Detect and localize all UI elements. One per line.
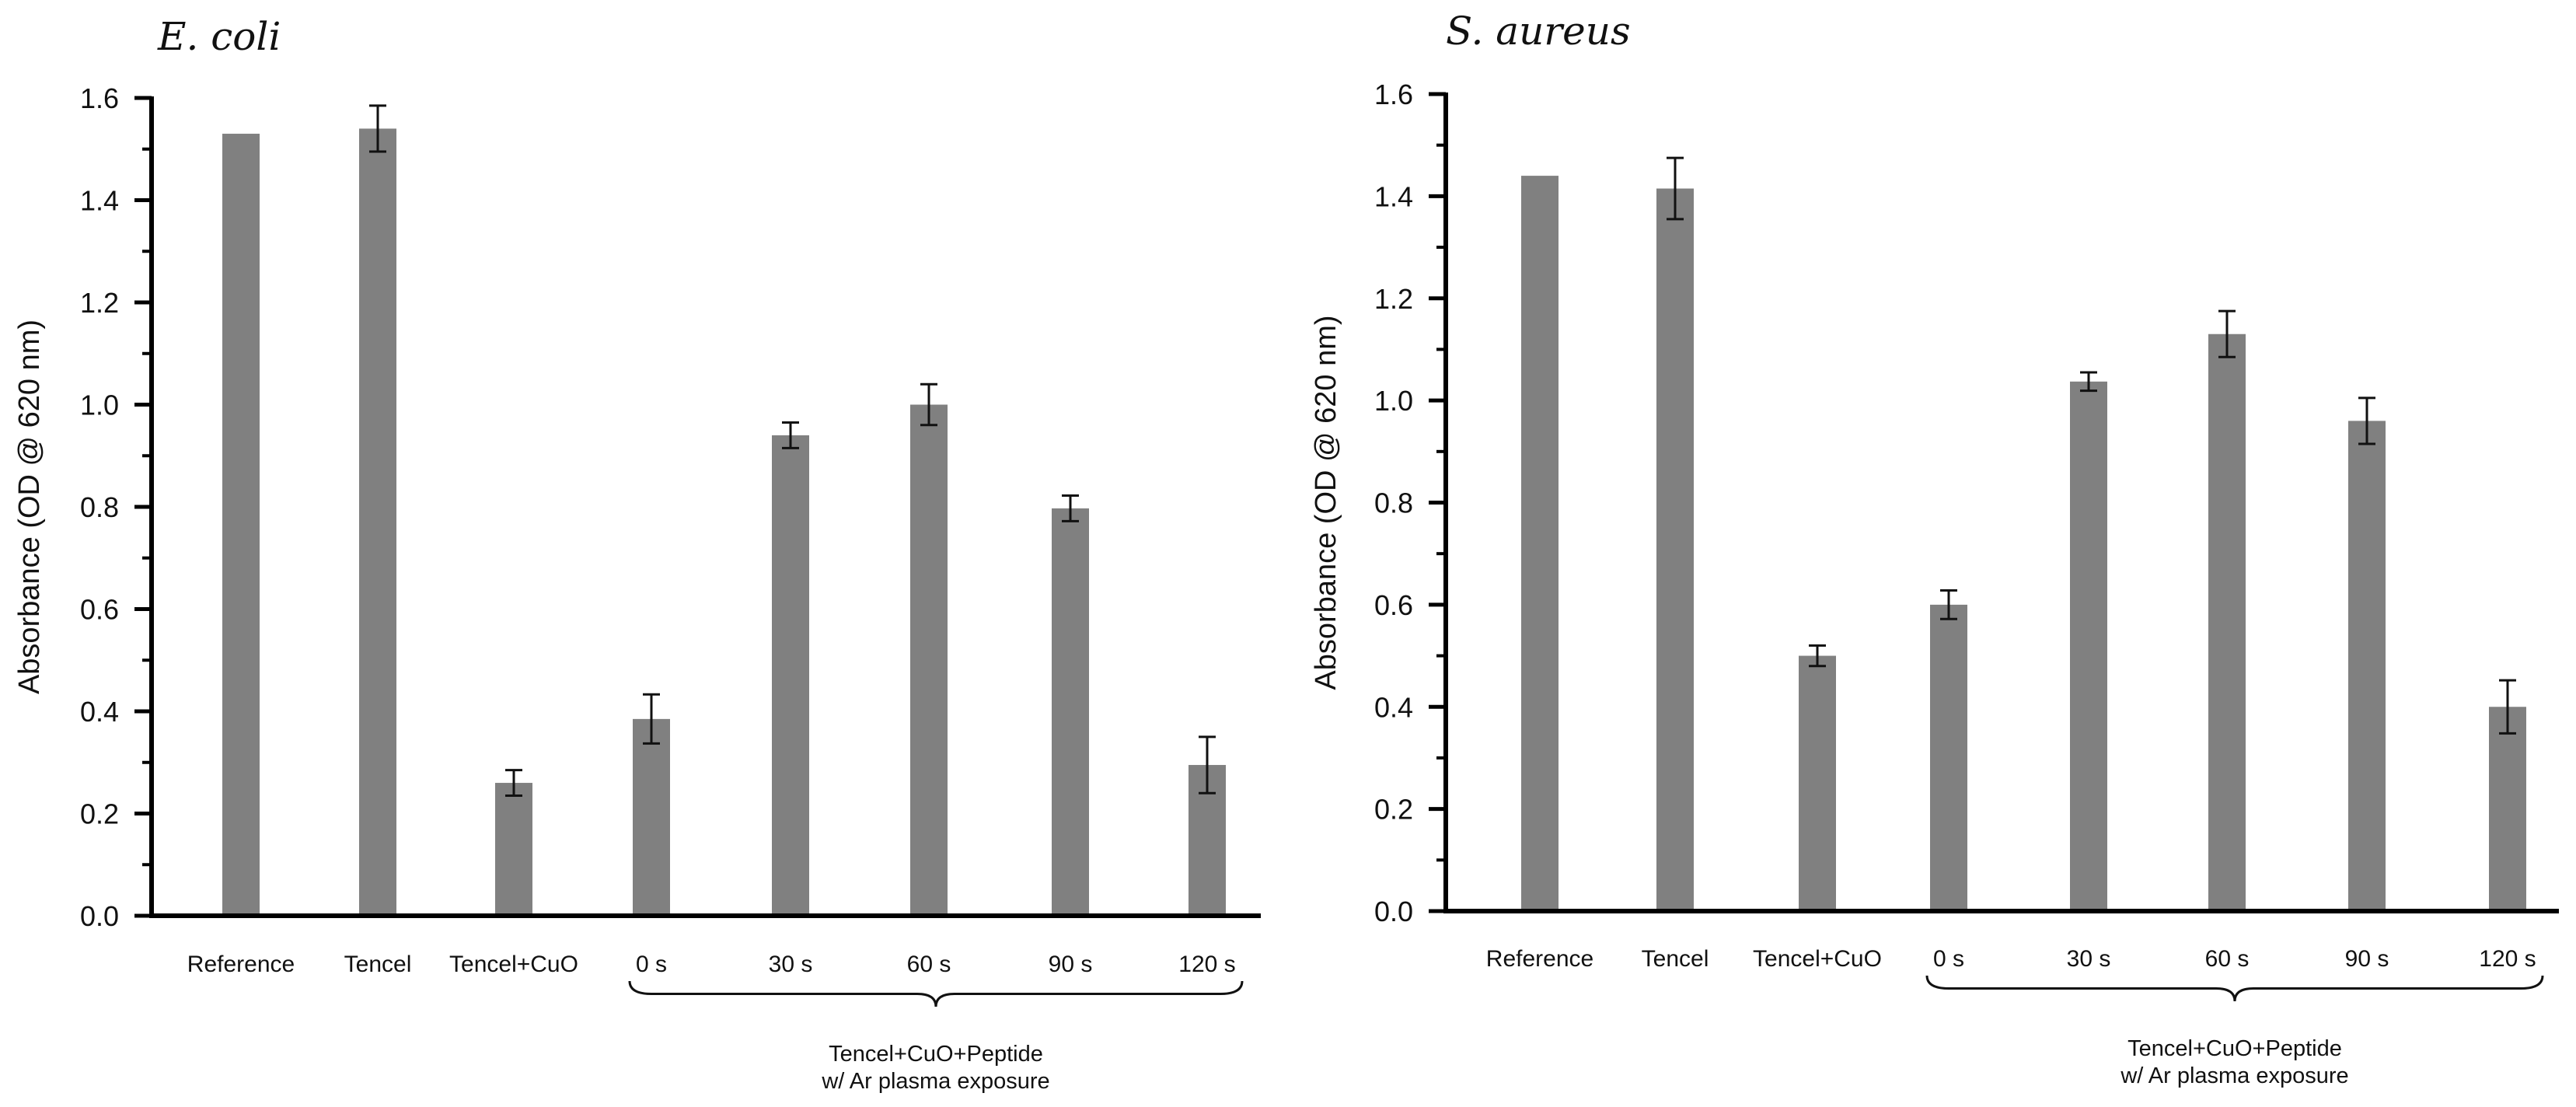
y-tick-label: 1.4 bbox=[80, 185, 119, 217]
y-tick-label: 0.8 bbox=[80, 491, 119, 523]
y-tick-label: 1.2 bbox=[80, 287, 119, 319]
y-tick-label: 0.2 bbox=[80, 798, 119, 830]
bar-6 bbox=[910, 404, 948, 916]
y-tick-label: 1.0 bbox=[1374, 385, 1413, 417]
x-category-label: 60 s bbox=[2205, 946, 2250, 972]
bar-1 bbox=[222, 134, 260, 916]
chart-title: E. coli bbox=[157, 14, 281, 59]
chart-title: S. aureus bbox=[1446, 9, 1631, 54]
y-tick-label: 0.4 bbox=[80, 696, 119, 728]
y-axis-title: Absorbance (OD @ 620 nm) bbox=[13, 320, 46, 694]
y-tick-label: 0.4 bbox=[1374, 691, 1413, 723]
y-tick-label: 0.6 bbox=[80, 594, 119, 626]
chart-panel-1: E. coli Absorbance (OD @ 620 nm) 0.0 0.2 0.4… bbox=[13, 14, 1261, 1094]
y-axis-title: Absorbance (OD @ 620 nm) bbox=[1310, 315, 1342, 690]
bar-4 bbox=[1930, 604, 1967, 911]
x-category-label: 30 s bbox=[2067, 946, 2111, 972]
group-label-line2: w/ Ar plasma exposure bbox=[821, 1069, 1049, 1094]
x-category-label: 0 s bbox=[636, 952, 667, 977]
x-category-label: 0 s bbox=[1933, 946, 1964, 972]
x-category-label: Reference bbox=[187, 952, 295, 977]
group-bracket bbox=[628, 980, 1244, 1007]
x-category-label: 30 s bbox=[769, 952, 813, 977]
bar-7 bbox=[2348, 421, 2386, 911]
group-bracket bbox=[1925, 975, 2544, 1002]
x-category-label: Tencel bbox=[1642, 946, 1709, 972]
bar-8 bbox=[2489, 707, 2526, 911]
bar-2 bbox=[359, 128, 396, 916]
bar-4 bbox=[633, 718, 670, 916]
y-tick-label: 0.0 bbox=[80, 900, 119, 932]
x-category-label: Tencel+CuO bbox=[1753, 946, 1882, 972]
group-label-line1: Tencel+CuO+Peptide bbox=[829, 1042, 1043, 1067]
bar-3 bbox=[1799, 655, 1836, 911]
bar-5 bbox=[2070, 381, 2107, 911]
y-tick-label: 0.8 bbox=[1374, 487, 1413, 519]
y-tick-label: 0.6 bbox=[1374, 589, 1413, 621]
y-tick-label: 1.0 bbox=[80, 389, 119, 421]
bar-3 bbox=[495, 783, 532, 916]
chart-panel-2: S. aureus Absorbance (OD @ 620 nm) 0.0 0.2 0… bbox=[1310, 9, 2559, 1088]
y-tick-label: 1.6 bbox=[1374, 79, 1413, 110]
group-label-line1: Tencel+CuO+Peptide bbox=[2127, 1036, 2342, 1061]
x-category-label: 120 s bbox=[2479, 946, 2536, 972]
x-category-label: Tencel bbox=[344, 952, 412, 977]
bar-2 bbox=[1656, 188, 1694, 912]
bar-1 bbox=[1521, 176, 1559, 912]
y-tick-label: 1.2 bbox=[1374, 283, 1413, 315]
x-category-label: 60 s bbox=[907, 952, 951, 977]
group-label-line2: w/ Ar plasma exposure bbox=[2120, 1063, 2348, 1088]
bar-5 bbox=[772, 435, 809, 916]
x-category-label: 90 s bbox=[2345, 946, 2389, 972]
y-tick-label: 1.6 bbox=[80, 82, 119, 114]
x-category-label: Reference bbox=[1486, 946, 1593, 972]
x-category-label: Tencel+CuO bbox=[449, 952, 578, 977]
x-category-label: 90 s bbox=[1049, 952, 1093, 977]
bar-6 bbox=[2208, 333, 2246, 911]
x-category-label: 120 s bbox=[1178, 952, 1235, 977]
y-tick-label: 0.0 bbox=[1374, 896, 1413, 927]
bar-7 bbox=[1052, 508, 1089, 916]
y-tick-label: 0.2 bbox=[1374, 794, 1413, 826]
y-tick-label: 1.4 bbox=[1374, 180, 1413, 212]
